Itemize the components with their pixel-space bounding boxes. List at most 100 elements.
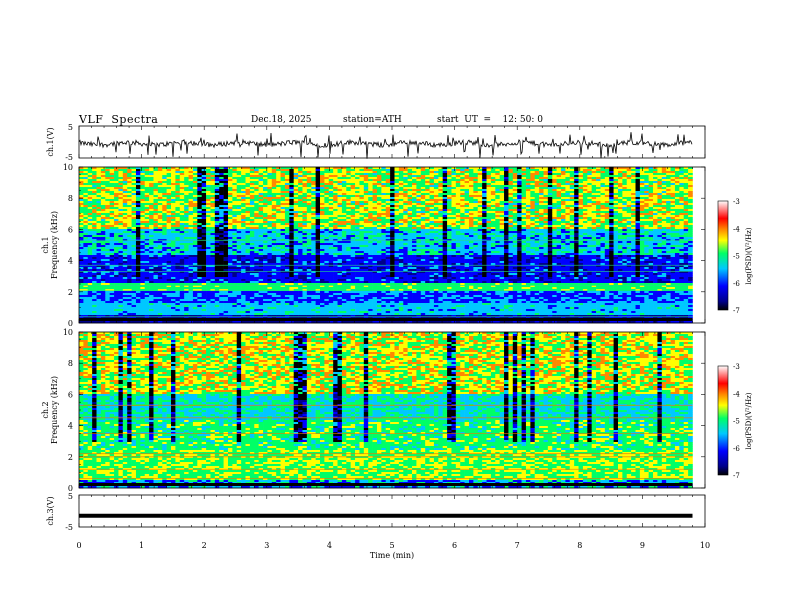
spectrogram-cell <box>166 285 172 288</box>
spectrogram-cell <box>201 287 207 290</box>
spectrogram-cell <box>87 203 93 206</box>
spectrogram-cell <box>298 249 303 252</box>
spectrogram-cell <box>223 253 229 256</box>
spectrogram-cell <box>210 309 216 312</box>
spectrogram-cell <box>135 195 141 198</box>
spectrogram-cell <box>162 191 167 194</box>
spectrogram-cell <box>223 275 229 278</box>
spectrogram-cell <box>179 287 185 290</box>
spectrogram-cell <box>289 305 295 308</box>
spectrogram-cell <box>135 227 141 230</box>
spectrogram-cell <box>324 251 330 254</box>
spectrogram-cell <box>83 259 89 262</box>
spectrogram-cell <box>324 199 330 202</box>
spectrogram-cell <box>83 217 89 220</box>
spectrogram-cell <box>223 297 229 300</box>
spectrogram-cell <box>337 179 343 182</box>
spectrogram-cell <box>109 295 115 298</box>
spectrogram-cell <box>118 279 124 282</box>
spectrogram-cell <box>223 229 229 232</box>
spectrogram-cell <box>175 231 181 234</box>
spectrogram-cell <box>337 247 343 250</box>
spectrogram-cell <box>320 265 325 268</box>
spectrogram-cell <box>114 179 119 182</box>
spectrogram-cell <box>92 227 97 230</box>
spectrogram-cell <box>236 279 242 282</box>
spectrogram-cell <box>131 167 137 170</box>
spectrogram-cell <box>157 273 163 276</box>
spectrogram-cell <box>263 311 268 314</box>
spectrogram-cell <box>135 199 141 202</box>
spectrogram-cell <box>201 285 207 288</box>
spectrogram-cell <box>298 167 303 170</box>
spectrogram-cell <box>214 219 220 222</box>
spectrogram-cell <box>346 225 351 228</box>
spectrogram-cell <box>79 169 84 172</box>
spectrogram-cell <box>122 201 128 204</box>
spectrogram-cell <box>241 281 246 284</box>
spectrogram-cell <box>79 259 84 262</box>
spectrogram-cell <box>350 177 356 180</box>
spectrogram-cell <box>346 295 351 298</box>
spectrogram-cell <box>131 211 137 214</box>
spectrogram-cell <box>157 307 163 310</box>
spectrogram-cell <box>223 283 229 286</box>
spectrogram-cell <box>306 197 312 200</box>
spectrogram-cell <box>105 185 110 188</box>
spectrogram-cell <box>214 167 220 170</box>
spectrogram-cell <box>311 215 316 218</box>
spectrogram-cell <box>79 287 84 290</box>
spectrogram-cell <box>333 263 338 266</box>
spectrogram-cell <box>346 311 351 314</box>
spectrogram-cell <box>188 227 194 230</box>
spectrogram-cell <box>236 231 242 234</box>
spectrogram-cell <box>306 273 312 276</box>
spectrogram-cell <box>284 189 290 192</box>
spectrogram-cell <box>79 245 84 248</box>
spectrogram-cell <box>324 193 330 196</box>
spectrogram-cell <box>337 181 343 184</box>
spectrogram-cell <box>315 201 321 204</box>
spectrogram-cell <box>341 287 347 290</box>
spectrogram-cell <box>341 203 347 206</box>
spectrogram-cell <box>219 221 224 224</box>
spectrogram-cell <box>179 285 185 288</box>
spectrogram-cell <box>105 259 110 262</box>
spectrogram-cell <box>109 207 115 210</box>
spectrogram-cell <box>223 223 229 226</box>
spectrogram-cell <box>171 257 176 260</box>
spectrogram-cell <box>249 207 255 210</box>
spectrogram-cell <box>175 223 181 226</box>
spectrogram-cell <box>232 171 238 174</box>
spectrogram-cell <box>92 285 97 288</box>
spectrogram-cell <box>166 241 172 244</box>
spectrogram-cell <box>346 171 351 174</box>
spectrogram-cell <box>149 193 154 196</box>
spectrogram-cell <box>346 249 351 252</box>
spectrogram-cell <box>166 259 172 262</box>
spectrogram-cell <box>131 285 137 288</box>
spectrogram-cell <box>227 315 233 318</box>
spectrogram-cell <box>306 227 312 230</box>
spectrogram-cell <box>280 237 286 240</box>
spectrogram-cell <box>328 177 334 180</box>
spectrogram-cell <box>324 231 330 234</box>
spectrogram-cell <box>271 267 277 270</box>
spectrogram-cell <box>118 243 124 246</box>
spectrogram-cell <box>232 277 238 280</box>
spectrogram-cell <box>184 297 189 300</box>
spectrogram-cell <box>127 281 132 284</box>
spectrogram-cell <box>114 195 119 198</box>
spectrogram-cell <box>223 175 229 178</box>
spectrogram-cell <box>166 205 172 208</box>
spectrogram-cell <box>131 195 137 198</box>
spectrogram-cell <box>96 309 102 312</box>
spectrogram-cell <box>227 311 233 314</box>
spectrogram-cell <box>162 245 167 248</box>
spectrogram-cell <box>346 175 351 178</box>
spectrogram-cell <box>149 199 154 202</box>
spectrogram-cell <box>306 255 312 258</box>
spectrogram-cell <box>79 191 84 194</box>
spectrogram-cell <box>131 279 137 282</box>
spectrogram-cell <box>197 241 202 244</box>
